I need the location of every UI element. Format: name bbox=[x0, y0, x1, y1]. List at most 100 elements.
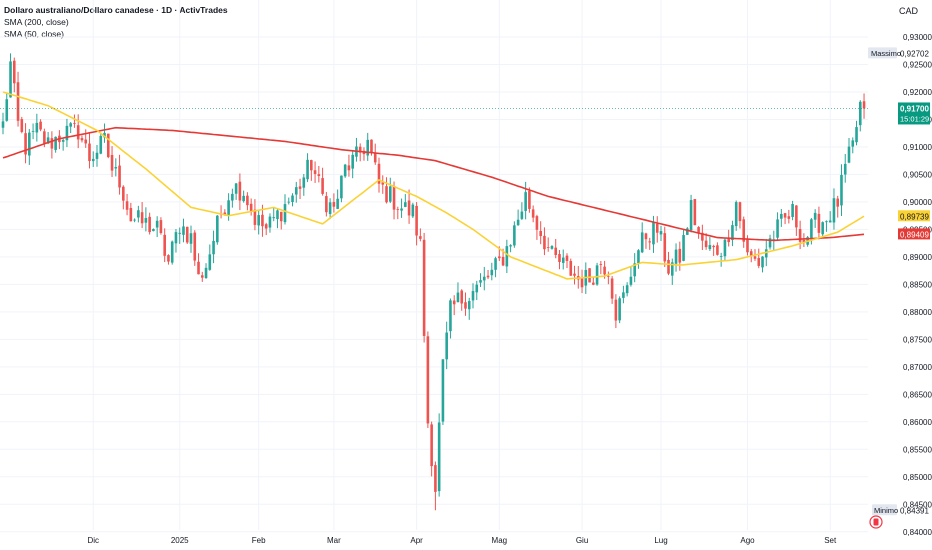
y-tick-label: 0,90000 bbox=[903, 198, 932, 207]
candle-body bbox=[28, 132, 31, 156]
candle-body bbox=[43, 131, 46, 144]
candle-body bbox=[103, 132, 106, 138]
candle-body bbox=[106, 133, 110, 158]
candle-body bbox=[708, 245, 712, 250]
candle-body bbox=[95, 152, 99, 159]
candle-body bbox=[659, 231, 663, 235]
candle-body bbox=[264, 224, 268, 229]
candle-body bbox=[535, 216, 539, 230]
y-tick-label: 0,93000 bbox=[903, 33, 932, 42]
candle-body bbox=[321, 178, 324, 194]
y-tick-label: 0,88500 bbox=[903, 280, 932, 289]
max-tag bbox=[868, 47, 897, 59]
candle-body bbox=[148, 216, 151, 233]
candle-body bbox=[475, 284, 479, 293]
candle-body bbox=[204, 267, 208, 279]
candle-body bbox=[268, 216, 272, 228]
candle-body bbox=[516, 219, 520, 226]
candle-body bbox=[757, 258, 761, 266]
candle-body bbox=[385, 186, 388, 203]
y-tick-label: 0,92000 bbox=[903, 88, 932, 97]
candle-body bbox=[415, 205, 418, 236]
candle-body bbox=[5, 99, 9, 121]
candle-body bbox=[543, 235, 546, 250]
candle-body bbox=[400, 208, 403, 211]
candle-body bbox=[731, 225, 734, 241]
moving-averages bbox=[2, 91, 865, 280]
candle-body bbox=[840, 174, 843, 206]
sma200-badge bbox=[898, 228, 930, 240]
candle-body bbox=[663, 233, 667, 262]
x-tick-label: Lug bbox=[654, 536, 667, 545]
candle-body bbox=[452, 300, 456, 305]
x-tick-label: 2025 bbox=[171, 536, 189, 545]
candle-body bbox=[223, 212, 227, 215]
candle-body bbox=[336, 198, 339, 209]
candle-body bbox=[810, 219, 813, 239]
candle-body bbox=[716, 245, 719, 255]
candle-body bbox=[35, 122, 39, 133]
candle-body bbox=[276, 210, 279, 220]
candle-body bbox=[182, 226, 185, 235]
alert-icon[interactable] bbox=[869, 515, 883, 529]
x-tick-label: Feb bbox=[252, 536, 266, 545]
candle-body bbox=[531, 209, 535, 218]
candle-body bbox=[832, 198, 836, 223]
time-axis[interactable]: Dic 2025 Feb Mar Apr Mag Giu Lug Ago Set bbox=[87, 536, 837, 545]
sma200-line bbox=[2, 126, 865, 242]
candle-body bbox=[76, 125, 80, 140]
candle-body bbox=[16, 82, 20, 121]
candle-body bbox=[404, 202, 407, 207]
x-tick-label: Set bbox=[824, 536, 837, 545]
candle-body bbox=[39, 121, 42, 130]
candle-body bbox=[91, 158, 95, 162]
symbol-title[interactable]: Dollaro australiano/Dollaro canadese · 1… bbox=[4, 5, 228, 15]
indicator-sma50[interactable]: SMA (50, close) bbox=[4, 29, 64, 39]
candle-body bbox=[140, 212, 144, 224]
x-tick-label: Apr bbox=[410, 536, 423, 545]
y-tick-label: 0,85000 bbox=[903, 473, 932, 482]
indicator-sma200[interactable]: SMA (200, close) bbox=[4, 17, 69, 27]
candle-body bbox=[509, 245, 512, 247]
candle-body bbox=[505, 246, 509, 267]
candle-body bbox=[625, 285, 629, 294]
candle-body bbox=[561, 257, 565, 263]
candle-body bbox=[366, 139, 370, 156]
candle-body bbox=[381, 182, 385, 185]
price-badges: Massimo 0,92702 0,91700 15:01:29 0,89739… bbox=[868, 47, 930, 516]
candle-body bbox=[787, 216, 791, 219]
candle-body bbox=[208, 254, 212, 270]
y-tick-label: 0,86500 bbox=[903, 390, 932, 399]
candle-body bbox=[234, 183, 238, 194]
candle-body bbox=[155, 220, 159, 228]
last-price-badge bbox=[898, 102, 930, 125]
candle-body bbox=[430, 424, 433, 467]
candle-body bbox=[231, 193, 234, 201]
candle-body bbox=[373, 152, 377, 163]
candle-body bbox=[197, 261, 200, 275]
candle-body bbox=[486, 275, 490, 278]
candle-body bbox=[603, 266, 606, 275]
candle-body bbox=[332, 202, 336, 207]
candle-body bbox=[456, 292, 460, 303]
x-tick-label: Ago bbox=[740, 536, 755, 545]
candle-body bbox=[31, 131, 35, 132]
candle-body bbox=[20, 119, 24, 132]
candle-body bbox=[686, 228, 689, 235]
candle-body bbox=[283, 204, 287, 223]
candle-body bbox=[294, 187, 298, 195]
candles-layer bbox=[1, 53, 866, 511]
sma200-value: 0,89409 bbox=[900, 230, 929, 239]
candle-body bbox=[253, 209, 257, 225]
candle-body bbox=[749, 251, 753, 256]
min-tag bbox=[872, 504, 897, 516]
candle-body bbox=[727, 239, 730, 243]
candle-body bbox=[125, 201, 129, 210]
y-tick-label: 0,92500 bbox=[903, 60, 932, 69]
candle-body bbox=[24, 133, 27, 155]
candle-body bbox=[298, 186, 302, 189]
currency-label[interactable]: CAD bbox=[898, 6, 918, 16]
y-tick-label: 0,88000 bbox=[903, 308, 932, 317]
candle-body bbox=[65, 125, 69, 141]
